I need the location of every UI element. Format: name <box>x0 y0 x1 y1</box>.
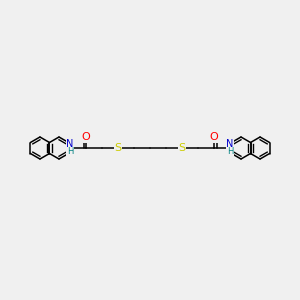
Text: O: O <box>210 132 218 142</box>
Text: H: H <box>67 148 73 157</box>
Text: S: S <box>114 143 122 153</box>
Text: N: N <box>66 139 74 149</box>
Text: S: S <box>178 143 186 153</box>
Text: H: H <box>227 148 233 157</box>
Text: O: O <box>82 132 90 142</box>
Text: N: N <box>226 139 234 149</box>
